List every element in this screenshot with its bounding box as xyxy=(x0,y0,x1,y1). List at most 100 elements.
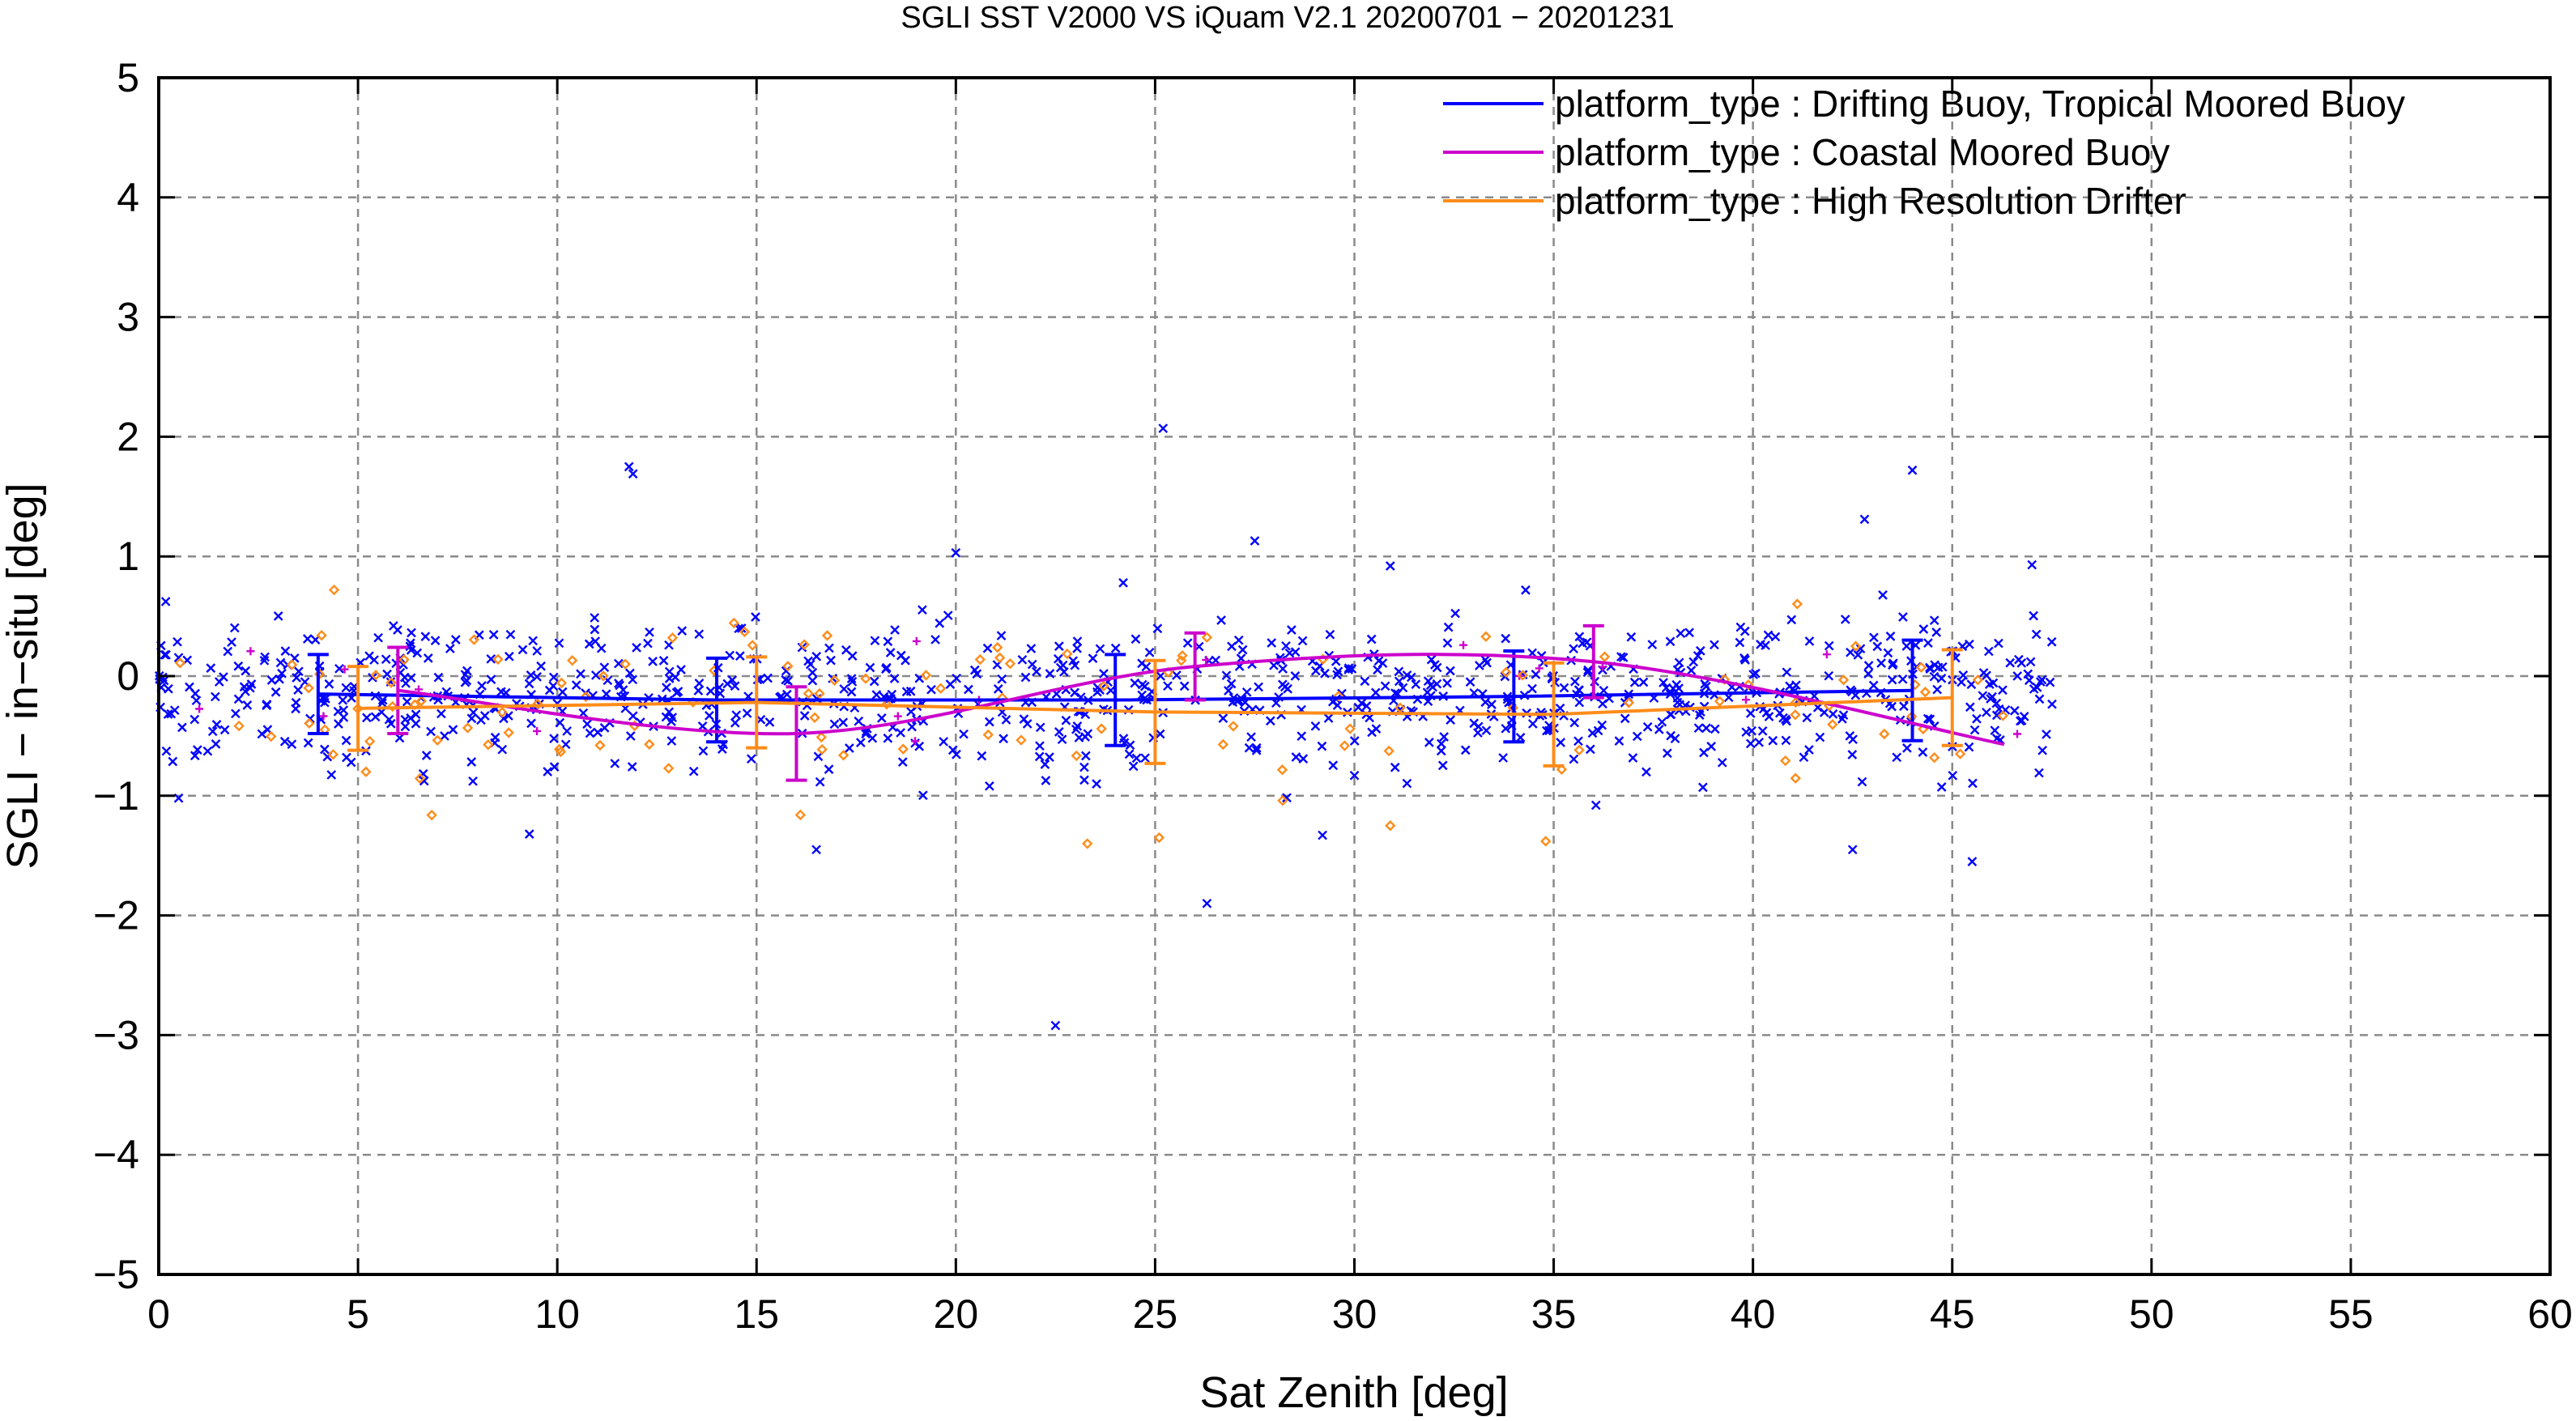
data-point xyxy=(1714,696,1726,707)
data-point xyxy=(1480,631,1492,642)
data-point xyxy=(1638,677,1649,687)
data-point xyxy=(164,683,173,694)
data-point xyxy=(1863,669,1873,679)
data-point xyxy=(1473,721,1484,732)
data-point xyxy=(829,719,840,730)
data-point xyxy=(896,728,905,738)
data-point xyxy=(384,714,394,725)
data-point xyxy=(1099,669,1109,679)
data-point xyxy=(1699,747,1709,758)
data-point xyxy=(1202,656,1211,664)
data-point xyxy=(628,674,638,685)
data-point xyxy=(1918,747,1928,757)
data-point xyxy=(821,630,833,641)
data-point xyxy=(544,685,555,696)
data-point xyxy=(445,644,455,653)
data-point xyxy=(1425,680,1436,691)
data-point xyxy=(1450,608,1460,619)
data-point xyxy=(881,664,891,674)
data-point xyxy=(1693,723,1704,734)
data-point xyxy=(964,684,973,695)
data-point xyxy=(930,635,940,645)
data-point xyxy=(1972,674,1984,686)
data-point xyxy=(959,729,969,739)
data-point xyxy=(1779,755,1791,767)
data-point xyxy=(1569,754,1579,764)
data-point xyxy=(1599,651,1611,662)
x-tick-label: 55 xyxy=(2328,1291,2374,1337)
data-point xyxy=(887,689,897,700)
data-point xyxy=(1344,723,1356,734)
y-tick-label: −1 xyxy=(93,773,139,819)
data-point xyxy=(303,683,314,694)
data-point xyxy=(601,689,611,699)
x-tick-label: 45 xyxy=(1930,1291,1975,1337)
data-point xyxy=(1928,752,1940,764)
error-bar xyxy=(746,655,768,750)
data-point xyxy=(1281,640,1291,651)
data-point xyxy=(468,776,478,786)
legend-label: platform_type : Coastal Moored Buoy xyxy=(1555,131,2169,173)
data-point xyxy=(599,723,610,733)
data-point xyxy=(233,720,245,732)
data-point xyxy=(1887,701,1897,712)
data-point xyxy=(1297,731,1307,742)
data-point xyxy=(320,697,330,708)
data-point xyxy=(562,726,572,736)
data-point xyxy=(1781,714,1790,725)
data-point xyxy=(1868,680,1879,691)
data-point xyxy=(627,762,637,772)
data-point xyxy=(328,584,340,596)
data-point xyxy=(644,738,655,750)
data-point xyxy=(1876,658,1886,668)
data-point xyxy=(952,673,962,683)
data-point xyxy=(161,746,172,756)
data-point xyxy=(1370,687,1381,698)
data-point xyxy=(747,640,758,651)
data-point xyxy=(517,645,528,655)
data-point xyxy=(920,670,932,681)
data-point xyxy=(1282,793,1292,803)
data-point xyxy=(1790,696,1802,708)
data-point xyxy=(270,687,281,697)
data-point xyxy=(549,762,560,772)
data-point xyxy=(543,767,553,776)
data-point xyxy=(1998,685,2008,696)
data-point xyxy=(1055,662,1066,673)
data-point xyxy=(1110,643,1121,653)
data-point xyxy=(1654,724,1664,734)
data-point xyxy=(1936,782,1947,792)
data-point xyxy=(161,649,171,660)
data-point xyxy=(505,651,514,662)
data-point xyxy=(730,717,740,728)
data-point xyxy=(426,809,437,821)
data-point xyxy=(172,636,182,647)
data-point xyxy=(837,750,849,761)
data-point xyxy=(1717,757,1727,768)
data-point xyxy=(794,809,807,821)
data-point xyxy=(1763,630,1773,640)
data-point xyxy=(803,687,815,700)
data-point xyxy=(1901,641,1912,651)
data-point xyxy=(694,629,705,640)
data-point xyxy=(1269,660,1279,670)
data-point xyxy=(1163,681,1173,691)
data-point xyxy=(414,772,426,785)
data-point xyxy=(486,653,496,664)
data-point xyxy=(292,673,302,683)
data-point xyxy=(462,722,474,734)
y-tick-label: 1 xyxy=(117,534,139,579)
data-point xyxy=(377,695,388,705)
data-point xyxy=(1432,662,1442,673)
data-point xyxy=(667,713,678,722)
y-tick-label: 3 xyxy=(117,295,139,340)
data-point xyxy=(885,648,896,657)
data-point xyxy=(338,695,348,705)
data-point xyxy=(935,618,945,628)
data-point xyxy=(1095,685,1105,696)
data-point xyxy=(731,710,742,721)
data-point xyxy=(370,670,381,681)
data-point xyxy=(893,712,902,721)
data-point xyxy=(1745,738,1756,749)
data-point xyxy=(503,727,514,738)
